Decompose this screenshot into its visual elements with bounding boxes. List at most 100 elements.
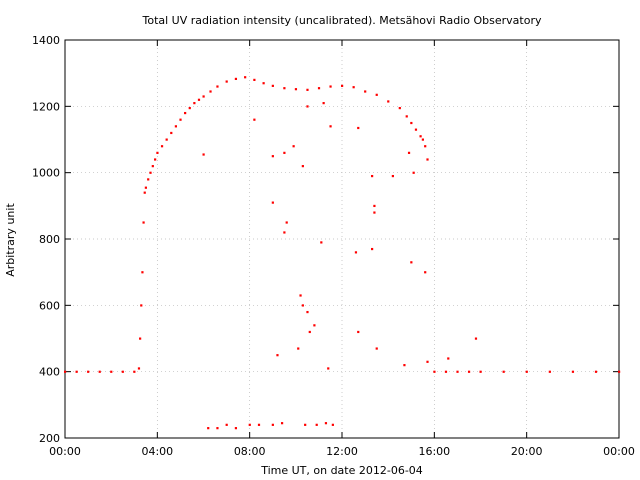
data-point <box>424 271 427 274</box>
x-tick-label: 00:00 <box>49 445 81 458</box>
data-point <box>354 251 358 254</box>
y-axis-label: Arbitrary unit <box>4 203 17 277</box>
data-point <box>149 171 152 174</box>
data-point <box>315 423 318 426</box>
data-point <box>317 87 321 90</box>
data-point <box>283 87 286 90</box>
y-tick-label: 200 <box>39 432 60 445</box>
x-tick-label: 00:00 <box>603 445 635 458</box>
data-point <box>331 423 334 426</box>
x-tick-label: 12:00 <box>326 445 358 458</box>
chart-title: Total UV radiation intensity (uncalibrat… <box>142 14 542 27</box>
data-point <box>257 423 261 426</box>
data-point <box>207 427 210 430</box>
data-point <box>306 105 309 108</box>
data-point <box>142 221 145 224</box>
data-point <box>216 85 219 88</box>
x-tick-label: 16:00 <box>418 445 450 458</box>
data-point <box>285 221 288 224</box>
data-point <box>202 95 205 98</box>
data-point <box>299 294 302 297</box>
data-point <box>283 151 286 154</box>
data-point <box>571 370 575 373</box>
data-point <box>398 106 401 110</box>
data-point <box>170 131 173 135</box>
data-point <box>137 367 141 370</box>
data-point <box>327 367 330 370</box>
data-point <box>403 364 406 367</box>
data-point <box>301 304 304 307</box>
data-point <box>387 100 390 103</box>
data-point <box>271 201 274 204</box>
data-point <box>410 261 413 264</box>
data-point <box>133 370 136 373</box>
data-point <box>202 153 205 156</box>
data-point <box>407 151 411 154</box>
data-point <box>341 84 344 87</box>
data-point <box>375 347 378 350</box>
data-point <box>414 128 418 131</box>
data-point <box>618 370 621 373</box>
data-point <box>467 370 471 373</box>
data-point <box>456 370 459 373</box>
data-point <box>294 88 298 91</box>
data-point <box>352 86 355 89</box>
data-point <box>193 102 196 105</box>
data-point <box>197 98 201 101</box>
data-point <box>234 427 238 430</box>
data-point <box>144 186 147 189</box>
data-point <box>216 427 219 430</box>
data-point <box>139 337 142 340</box>
data-point <box>357 126 360 130</box>
y-tick-label: 1200 <box>32 100 60 113</box>
data-point <box>280 422 284 425</box>
x-axis-label: Time UT, on date 2012-06-04 <box>260 464 423 477</box>
y-tick-label: 800 <box>39 233 60 246</box>
data-point <box>329 125 332 128</box>
grid-lines <box>65 40 619 438</box>
data-point <box>276 354 279 357</box>
y-tick-label: 1000 <box>32 167 60 180</box>
data-point <box>405 115 408 118</box>
data-point <box>322 102 325 105</box>
data-point <box>297 347 300 350</box>
data-point <box>110 370 113 373</box>
x-axis: 00:00 04:00 08:00 12:00 16:00 20:00 00:00 <box>49 40 635 458</box>
data-point <box>306 310 309 314</box>
data-point <box>447 357 450 360</box>
data-point <box>174 125 177 128</box>
y-tick-label: 600 <box>39 299 60 312</box>
data-point <box>209 90 212 93</box>
data-point <box>474 337 478 340</box>
data-point <box>371 247 374 251</box>
data-point <box>165 138 168 141</box>
y-axis: 200 400 600 800 1000 1200 1400 <box>32 34 619 445</box>
data-point <box>320 241 323 244</box>
y-tick-label: 400 <box>39 366 60 379</box>
data-point <box>304 423 307 426</box>
data-point <box>140 304 143 307</box>
data-point <box>154 158 157 161</box>
data-point <box>594 370 598 373</box>
data-point <box>329 85 332 88</box>
data-point <box>244 76 247 79</box>
data-point <box>234 77 238 81</box>
data-point <box>421 138 424 141</box>
data-point <box>313 324 316 327</box>
data-point <box>412 171 415 174</box>
data-point <box>548 370 551 373</box>
data-point <box>87 370 90 373</box>
data-point <box>141 271 144 274</box>
data-point <box>64 370 67 373</box>
data-point <box>98 370 101 373</box>
data-point <box>253 118 256 121</box>
data-point <box>143 191 146 194</box>
data-point <box>391 174 394 178</box>
data-point <box>151 165 154 168</box>
data-point <box>424 145 427 148</box>
data-point <box>373 204 376 208</box>
data-point <box>301 165 304 168</box>
data-point <box>373 211 376 214</box>
data-point <box>188 106 191 110</box>
